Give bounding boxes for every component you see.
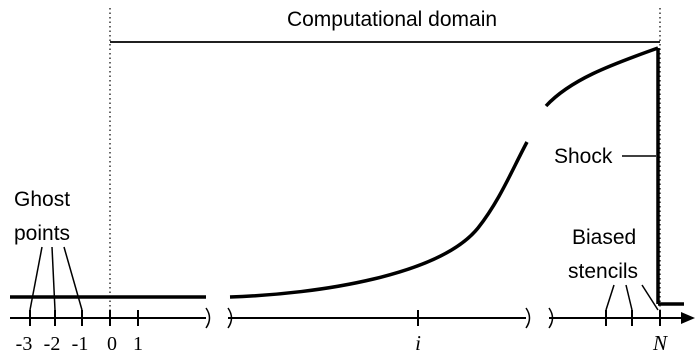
curve-rising <box>229 141 529 299</box>
ghost-label-line1: Ghost <box>14 188 70 211</box>
axis-break-marks <box>205 307 554 329</box>
biased-label-line2: stencils <box>568 260 638 283</box>
ghost-label-line2: points <box>14 222 70 245</box>
tick-label-N: N <box>652 331 668 355</box>
curve-upper <box>544 46 659 108</box>
tick-label-1: 1 <box>133 333 143 355</box>
tick-label-0: 0 <box>107 333 117 355</box>
tick-label-m3: -3 <box>16 333 33 355</box>
axis-ticks <box>29 310 661 326</box>
tick-label-m2: -2 <box>44 333 61 355</box>
stencil-leaders <box>605 284 659 311</box>
biased-label-line1: Biased <box>572 226 636 249</box>
shock-label: Shock <box>554 145 613 168</box>
tick-label-m1: -1 <box>72 333 89 355</box>
ghost-leaders <box>29 246 83 311</box>
x-axis-arrowhead <box>681 312 695 324</box>
solution-curve <box>10 46 684 306</box>
domain-title: Computational domain <box>287 8 497 31</box>
tick-label-i: i <box>415 331 421 355</box>
